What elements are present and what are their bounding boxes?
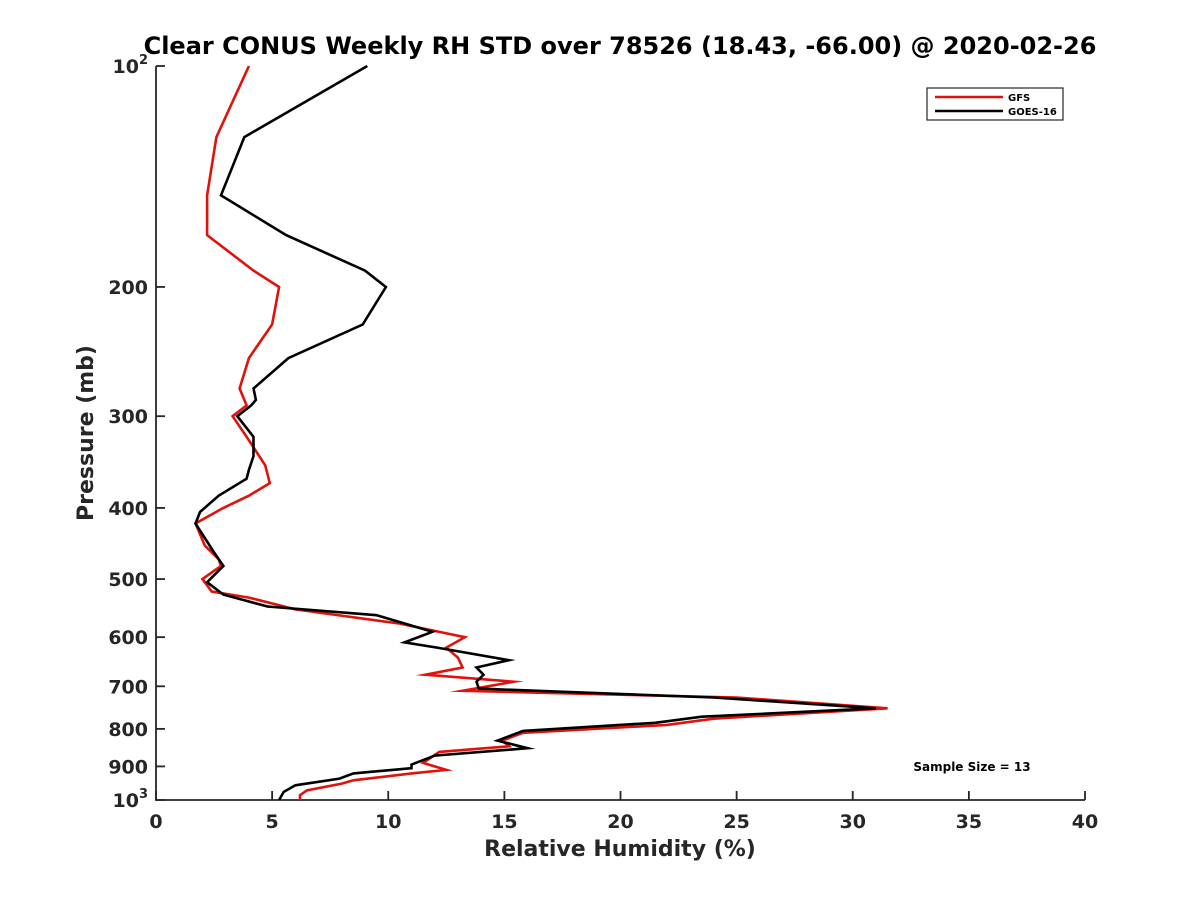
y-tick-label: 900 xyxy=(108,756,148,778)
x-axis: 0 5 10 15 20 25 30 35 40 xyxy=(149,791,1098,833)
y-tick-label: 600 xyxy=(108,627,148,649)
y-tick-label: 103 xyxy=(113,787,149,812)
sample-size-annotation: Sample Size = 13 xyxy=(913,760,1030,774)
y-tick-exponent: 2 xyxy=(139,53,148,68)
x-tick-label: 20 xyxy=(607,811,633,833)
x-tick-label: 35 xyxy=(956,811,982,833)
y-tick-base: 10 xyxy=(113,790,139,812)
y-tick-label: 800 xyxy=(108,719,148,741)
x-tick-label: 40 xyxy=(1072,811,1098,833)
x-tick-label: 5 xyxy=(266,811,279,833)
y-tick-label: 200 xyxy=(108,277,148,299)
legend-label: GOES-16 xyxy=(1008,107,1057,118)
y-tick-base: 10 xyxy=(113,56,139,78)
x-axis-label: Relative Humidity (%) xyxy=(484,837,756,862)
series-line-goes-16 xyxy=(194,64,877,801)
y-tick-label: 700 xyxy=(108,676,148,698)
legend: GFS GOES-16 xyxy=(926,87,1064,121)
legend-label: GFS xyxy=(1008,93,1030,104)
x-tick-label: 30 xyxy=(840,811,866,833)
chart-title: Clear CONUS Weekly RH STD over 78526 (18… xyxy=(144,32,1097,60)
series-layer xyxy=(193,64,888,801)
x-tick-label: 15 xyxy=(491,811,517,833)
x-tick-label: 25 xyxy=(723,811,749,833)
y-tick-label: 400 xyxy=(108,498,148,520)
x-tick-label: 0 xyxy=(149,811,162,833)
x-tick-label: 10 xyxy=(375,811,401,833)
y-tick-exponent: 3 xyxy=(139,787,148,802)
y-tick-label: 300 xyxy=(108,406,148,428)
series-line-gfs xyxy=(193,65,888,800)
y-tick-label: 500 xyxy=(108,569,148,591)
y-axis-label: Pressure (mb) xyxy=(74,345,99,521)
legend-box xyxy=(926,87,1064,121)
y-tick-label: 102 xyxy=(113,53,149,78)
